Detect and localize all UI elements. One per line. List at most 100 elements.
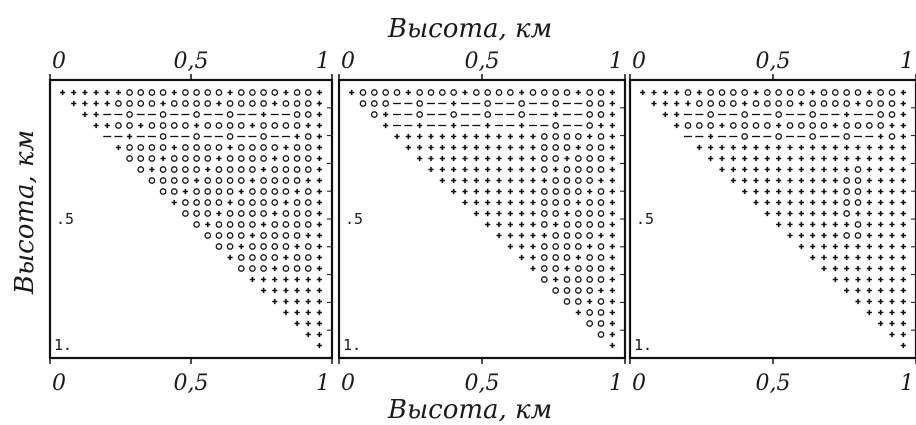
data-point-plus bbox=[227, 144, 233, 151]
data-point-circle bbox=[786, 100, 794, 107]
data-point-circle bbox=[159, 122, 167, 129]
data-point-circle bbox=[226, 177, 234, 184]
data-point-plus bbox=[878, 232, 884, 239]
data-point-plus bbox=[316, 155, 323, 162]
data-point-circle bbox=[215, 89, 223, 96]
data-point-circle bbox=[260, 100, 267, 107]
data-point-plus bbox=[878, 199, 884, 206]
data-point-circle bbox=[586, 111, 594, 118]
data-point-circle bbox=[215, 232, 223, 239]
data-point-plus bbox=[776, 155, 782, 162]
data-point-plus bbox=[900, 89, 906, 96]
data-point-circle bbox=[729, 100, 737, 107]
data-point-circle bbox=[574, 155, 582, 162]
data-point-plus bbox=[810, 166, 816, 173]
data-point-plus bbox=[810, 144, 816, 151]
data-point-circle bbox=[215, 122, 223, 129]
data-point-plus bbox=[900, 232, 906, 239]
panel-frame bbox=[337, 78, 627, 360]
data-point-plus bbox=[451, 166, 457, 173]
data-point-circle bbox=[226, 221, 234, 228]
data-point-circle bbox=[260, 188, 267, 195]
data-point-plus bbox=[587, 298, 593, 305]
data-point-plus bbox=[776, 166, 782, 173]
data-point-plus bbox=[776, 210, 782, 217]
data-point-plus bbox=[451, 177, 457, 184]
data-point-plus bbox=[900, 144, 906, 151]
data-point-circle bbox=[563, 166, 571, 173]
data-point-circle bbox=[763, 122, 771, 129]
data-point-circle bbox=[540, 243, 548, 250]
data-point-circle bbox=[137, 155, 145, 162]
data-point-circle bbox=[159, 111, 167, 118]
data-point-circle bbox=[775, 133, 783, 140]
data-point-plus bbox=[519, 210, 525, 217]
data-point-circle bbox=[370, 111, 378, 118]
data-point-circle bbox=[597, 111, 605, 118]
data-point-plus bbox=[93, 122, 99, 129]
data-point-circle bbox=[843, 89, 851, 96]
data-point-plus bbox=[821, 188, 827, 195]
data-point-plus bbox=[787, 188, 793, 195]
data-point-circle bbox=[182, 144, 189, 151]
data-point-plus bbox=[844, 265, 850, 272]
data-point-plus bbox=[530, 221, 536, 228]
data-point-plus bbox=[900, 111, 906, 118]
data-point-plus bbox=[866, 188, 872, 195]
data-point-plus bbox=[575, 254, 581, 261]
data-point-plus bbox=[305, 320, 311, 327]
data-point-plus bbox=[428, 155, 434, 162]
data-point-circle bbox=[182, 210, 189, 217]
data-point-circle bbox=[820, 122, 828, 129]
data-point-plus bbox=[764, 188, 770, 195]
data-point-circle bbox=[563, 298, 571, 305]
data-point-plus bbox=[227, 89, 233, 96]
data-point-plus bbox=[530, 210, 536, 217]
data-point-plus bbox=[821, 177, 827, 184]
data-point-circle bbox=[293, 199, 301, 206]
data-point-circle bbox=[226, 155, 234, 162]
data-point-plus bbox=[889, 331, 895, 338]
data-point-plus bbox=[272, 298, 278, 305]
data-point-circle bbox=[226, 210, 234, 217]
data-point-circle bbox=[552, 155, 560, 162]
data-point-plus bbox=[900, 342, 906, 349]
data-point-circle bbox=[540, 210, 548, 217]
data-point-plus bbox=[821, 221, 827, 228]
data-point-circle bbox=[695, 100, 703, 107]
data-point-plus bbox=[473, 155, 479, 162]
data-point-plus bbox=[855, 100, 861, 107]
data-point-circle bbox=[529, 89, 537, 96]
data-point-plus bbox=[530, 232, 536, 239]
data-point-circle bbox=[684, 89, 692, 96]
data-point-circle bbox=[563, 188, 571, 195]
data-point-plus bbox=[719, 144, 725, 151]
data-point-circle bbox=[718, 89, 726, 96]
data-point-plus bbox=[575, 309, 581, 316]
data-point-plus bbox=[507, 144, 513, 151]
data-point-circle bbox=[809, 122, 817, 129]
data-point-plus bbox=[730, 155, 736, 162]
data-point-circle bbox=[586, 122, 594, 129]
data-point-plus bbox=[71, 100, 77, 107]
data-point-circle bbox=[271, 122, 279, 129]
data-point-circle bbox=[304, 89, 312, 96]
data-point-circle bbox=[888, 89, 896, 96]
data-point-plus bbox=[149, 166, 155, 173]
data-point-plus bbox=[272, 265, 278, 272]
bottom-tick-label: 0 bbox=[341, 371, 355, 396]
data-point-circle bbox=[260, 122, 267, 129]
data-point-plus bbox=[575, 89, 581, 96]
data-point-plus bbox=[651, 100, 657, 107]
data-point-circle bbox=[204, 155, 212, 162]
data-point-plus bbox=[294, 320, 300, 327]
data-point-plus bbox=[283, 287, 289, 294]
data-point-circle bbox=[170, 155, 178, 162]
data-point-plus bbox=[798, 232, 804, 239]
data-point-plus bbox=[519, 89, 525, 96]
data-point-circle bbox=[193, 111, 200, 118]
data-point-circle bbox=[854, 177, 862, 184]
data-point-circle bbox=[159, 133, 167, 140]
data-point-plus bbox=[776, 122, 782, 129]
data-point-plus bbox=[810, 188, 816, 195]
